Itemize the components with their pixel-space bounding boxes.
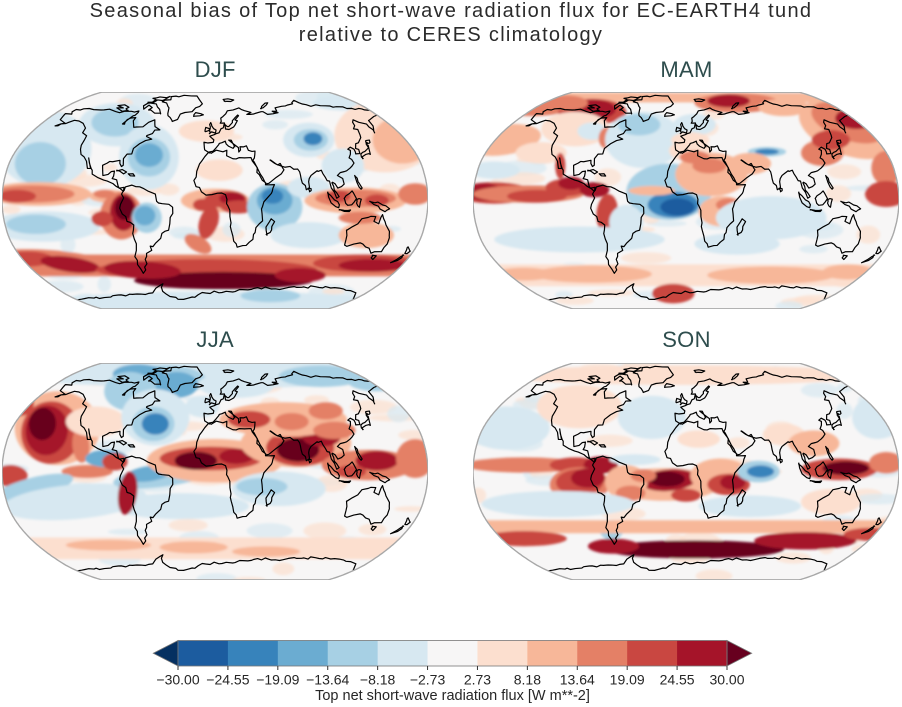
svg-text:−19.09: −19.09: [256, 672, 299, 688]
svg-text:−30.00: −30.00: [156, 672, 199, 688]
svg-text:−8.18: −8.18: [360, 672, 396, 688]
svg-text:24.55: 24.55: [660, 672, 695, 688]
svg-text:30.00: 30.00: [709, 672, 744, 688]
svg-text:−2.73: −2.73: [410, 672, 446, 688]
svg-text:2.73: 2.73: [464, 672, 491, 688]
svg-text:Top net short-wave radiation f: Top net short-wave radiation flux [W m**…: [315, 688, 590, 704]
svg-text:19.09: 19.09: [610, 672, 645, 688]
svg-text:13.64: 13.64: [560, 672, 595, 688]
svg-text:8.18: 8.18: [514, 672, 541, 688]
svg-text:−13.64: −13.64: [306, 672, 349, 688]
svg-text:−24.55: −24.55: [206, 672, 249, 688]
